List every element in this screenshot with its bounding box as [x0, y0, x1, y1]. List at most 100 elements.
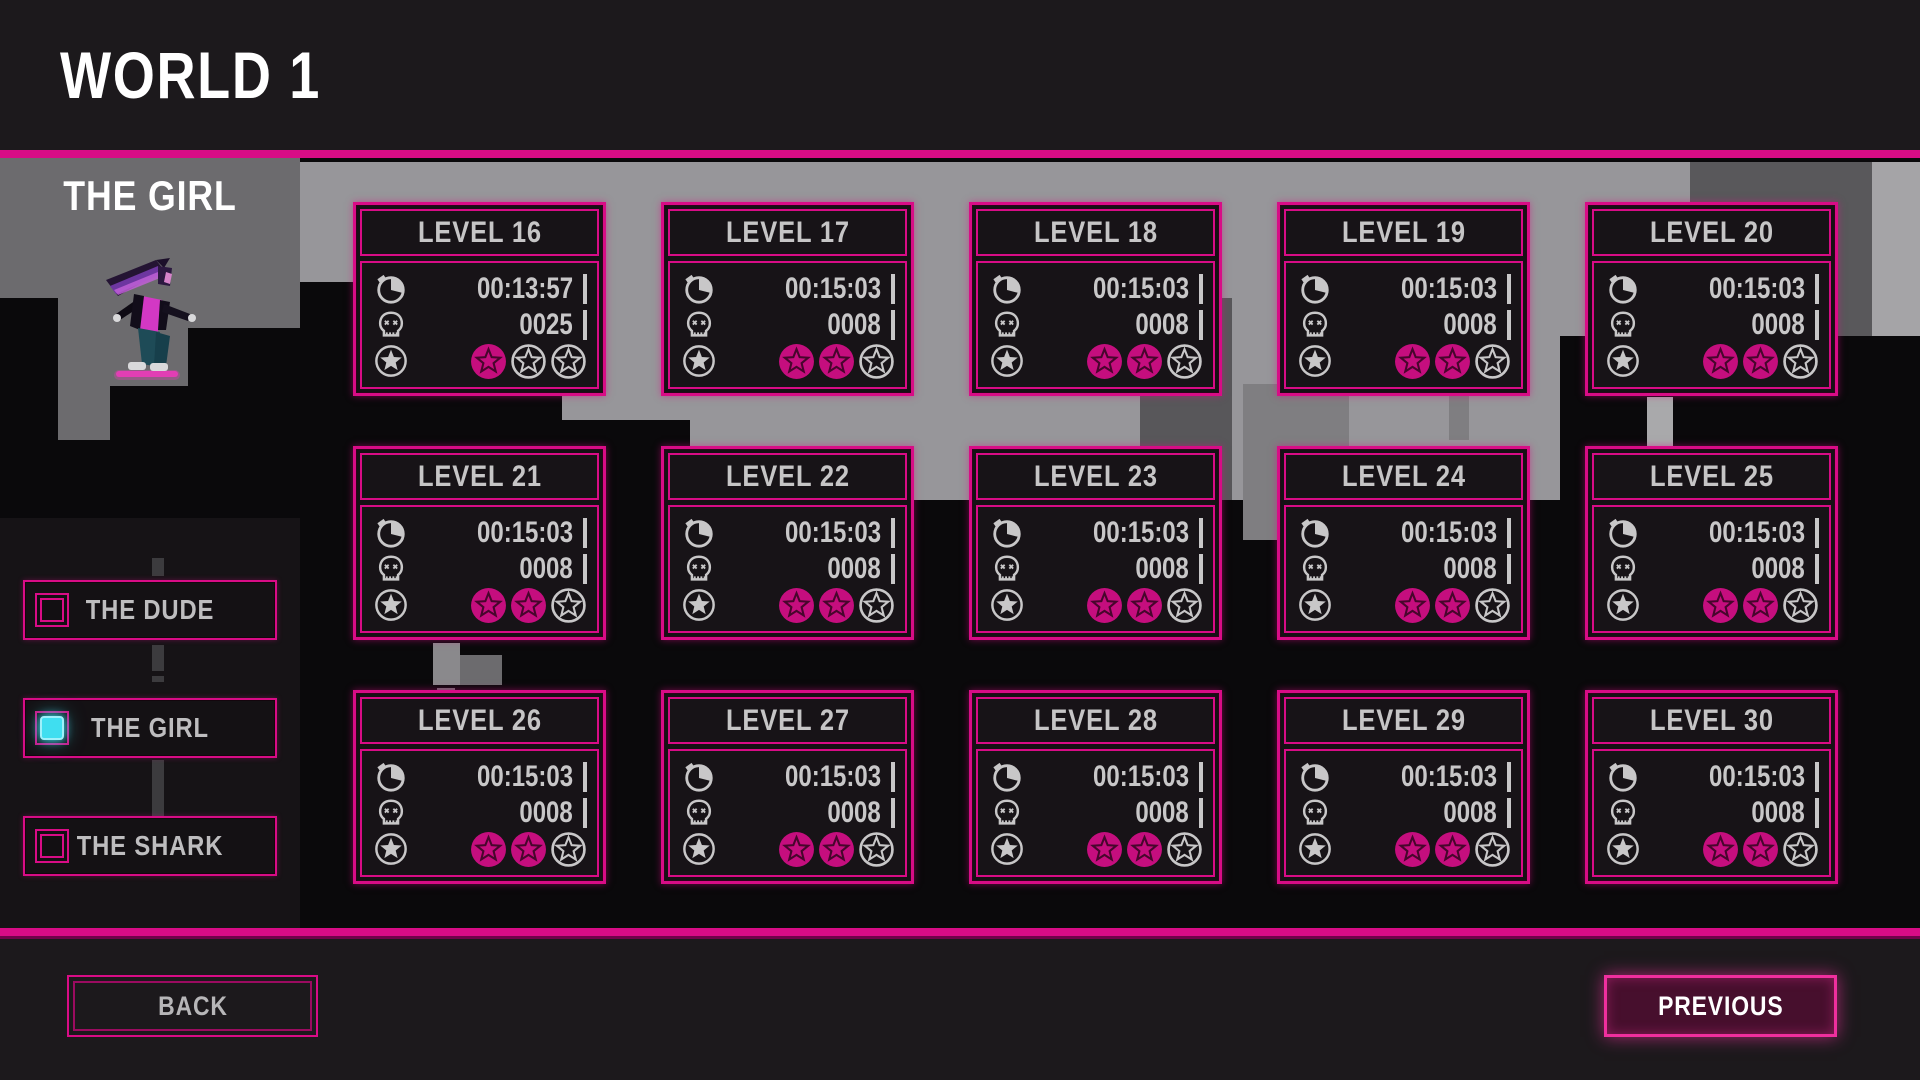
star-earned-icon — [819, 587, 854, 623]
level-card[interactable]: LEVEL 17 00:15:03 0008 — [661, 202, 914, 396]
level-title: LEVEL 30 — [1649, 703, 1774, 737]
star-rating — [1394, 343, 1511, 380]
star-earned-icon — [471, 587, 506, 623]
level-card-header: LEVEL 17 — [668, 209, 907, 256]
best-time-row: 00:15:03 — [1606, 271, 1819, 307]
star-rating — [1702, 343, 1819, 380]
level-card[interactable]: LEVEL 29 00:15:03 0008 — [1277, 690, 1530, 884]
background-pillar — [460, 655, 502, 685]
star-earned-icon — [1435, 587, 1470, 623]
value-pipe — [1507, 274, 1511, 304]
deaths-row: 0008 — [1298, 795, 1511, 831]
checkbox[interactable] — [35, 711, 69, 745]
best-time-value: 00:15:03 — [1708, 516, 1805, 549]
timer-icon — [1609, 518, 1637, 548]
skull-icon — [994, 311, 1020, 337]
best-time-value: 00:15:03 — [1400, 516, 1497, 549]
star-rating — [778, 343, 895, 380]
level-card[interactable]: LEVEL 19 00:15:03 0008 — [1277, 202, 1530, 396]
star-earned-icon — [1395, 831, 1430, 867]
level-card-header: LEVEL 24 — [1284, 453, 1523, 500]
star-earned-icon — [511, 831, 546, 867]
best-time-value: 00:15:03 — [1092, 760, 1189, 793]
stars-row — [1298, 831, 1511, 867]
level-card[interactable]: LEVEL 16 00:13:57 0025 — [353, 202, 606, 396]
value-pipe — [583, 274, 587, 304]
level-card-body: 00:15:03 0008 — [976, 505, 1215, 633]
level-card-header: LEVEL 26 — [360, 697, 599, 744]
best-time-value: 00:15:03 — [784, 272, 881, 305]
value-pipe — [891, 798, 895, 828]
level-card[interactable]: LEVEL 27 00:15:03 0008 — [661, 690, 914, 884]
star-earned-icon — [779, 587, 814, 623]
deaths-value: 0008 — [1751, 796, 1805, 829]
skull-icon — [1610, 555, 1636, 581]
star-icon — [1607, 833, 1639, 865]
level-title: LEVEL 27 — [725, 703, 850, 737]
value-pipe — [1507, 554, 1511, 584]
star-earned-icon — [779, 831, 814, 867]
level-card[interactable]: LEVEL 22 00:15:03 0008 — [661, 446, 914, 640]
value-pipe — [1199, 798, 1203, 828]
star-rating — [470, 587, 587, 624]
checkbox[interactable] — [35, 829, 69, 863]
star-earned-icon — [471, 343, 506, 379]
star-earned-icon — [1435, 831, 1470, 867]
character-row[interactable]: THE GIRL — [23, 698, 277, 758]
level-card[interactable]: LEVEL 20 00:15:03 0008 — [1585, 202, 1838, 396]
best-time-row: 00:15:03 — [374, 515, 587, 551]
skull-icon — [994, 555, 1020, 581]
star-earned-icon — [1087, 343, 1122, 379]
character-row[interactable]: THE SHARK — [23, 816, 277, 876]
star-earned-icon — [1087, 831, 1122, 867]
level-card[interactable]: LEVEL 23 00:15:03 0008 — [969, 446, 1222, 640]
level-card[interactable]: LEVEL 26 00:15:03 0008 — [353, 690, 606, 884]
level-card[interactable]: LEVEL 21 00:15:03 0008 — [353, 446, 606, 640]
deaths-row: 0008 — [1606, 551, 1819, 587]
stars-row — [1606, 343, 1819, 379]
best-time-value: 00:15:03 — [784, 516, 881, 549]
star-empty-icon — [551, 831, 586, 867]
best-time-value: 00:15:03 — [476, 516, 573, 549]
star-rating — [1702, 831, 1819, 868]
star-empty-icon — [1167, 831, 1202, 867]
level-title: LEVEL 24 — [1341, 459, 1466, 493]
star-icon — [375, 345, 407, 377]
level-card[interactable]: LEVEL 28 00:15:03 0008 — [969, 690, 1222, 884]
best-time-row: 00:15:03 — [1606, 515, 1819, 551]
level-title: LEVEL 22 — [725, 459, 850, 493]
page-title: WORLD 1 — [60, 38, 322, 112]
level-card[interactable]: LEVEL 25 00:15:03 0008 — [1585, 446, 1838, 640]
timer-icon — [1301, 274, 1329, 304]
level-card[interactable]: LEVEL 30 00:15:03 0008 — [1585, 690, 1838, 884]
character-row[interactable]: THE DUDE — [23, 580, 277, 640]
deaths-value: 0008 — [1135, 308, 1189, 341]
value-pipe — [1815, 798, 1819, 828]
checkbox[interactable] — [35, 593, 69, 627]
previous-button[interactable]: PREVIOUS — [1604, 975, 1837, 1037]
level-card[interactable]: LEVEL 24 00:15:03 0008 — [1277, 446, 1530, 640]
best-time-row: 00:15:03 — [990, 515, 1203, 551]
connector-line — [152, 760, 164, 818]
stars-row — [374, 831, 587, 867]
back-button[interactable]: BACK — [67, 975, 318, 1037]
best-time-row: 00:15:03 — [1298, 759, 1511, 795]
level-card-header: LEVEL 22 — [668, 453, 907, 500]
timer-icon — [685, 274, 713, 304]
level-card-body: 00:15:03 0008 — [1284, 505, 1523, 633]
deaths-value: 0008 — [1751, 308, 1805, 341]
star-earned-icon — [1087, 587, 1122, 623]
background-pillar — [1449, 384, 1469, 440]
level-card-header: LEVEL 23 — [976, 453, 1215, 500]
level-card-body: 00:15:03 0008 — [360, 505, 599, 633]
skull-icon — [1302, 311, 1328, 337]
level-card[interactable]: LEVEL 18 00:15:03 0008 — [969, 202, 1222, 396]
timer-icon — [1301, 762, 1329, 792]
value-pipe — [1199, 310, 1203, 340]
star-rating — [1702, 587, 1819, 624]
star-rating — [778, 587, 895, 624]
star-icon — [375, 589, 407, 621]
deaths-row: 0008 — [682, 795, 895, 831]
value-pipe — [891, 554, 895, 584]
best-time-row: 00:15:03 — [1298, 271, 1511, 307]
